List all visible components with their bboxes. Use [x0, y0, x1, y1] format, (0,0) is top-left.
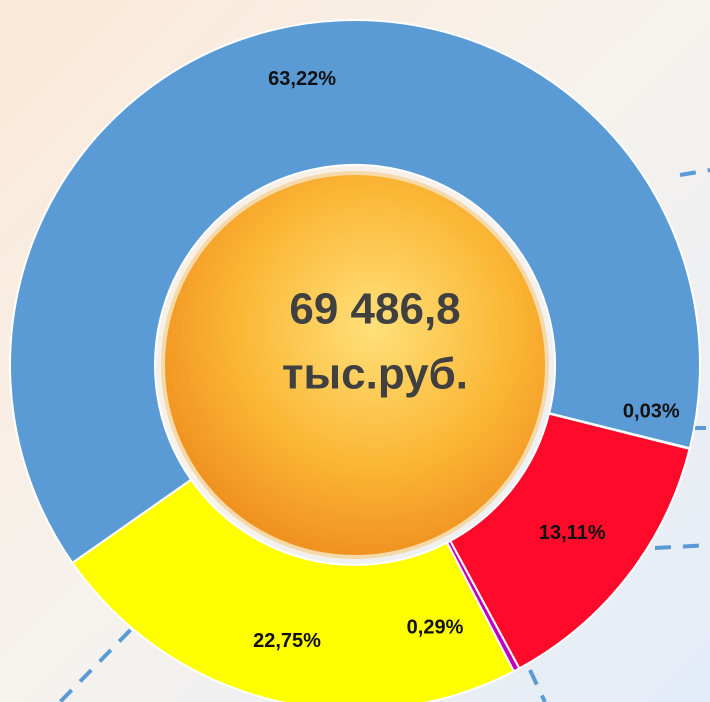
- data-label: 63,22%: [268, 68, 336, 90]
- chart: 69 486,8 тыс.руб. 63,22% 0,03% 13,11% 0,29%…: [0, 0, 710, 702]
- data-label: 22,75%: [253, 630, 321, 652]
- center-unit: тыс.руб.: [282, 350, 468, 399]
- page: 69 486,8 тыс.руб. 63,22% 0,03% 13,11% 0,29%…: [0, 0, 710, 702]
- center-value: 69 486,8: [289, 285, 460, 334]
- data-label: 0,29%: [407, 616, 464, 638]
- data-label: 13,11%: [539, 522, 606, 544]
- data-label: 0,03%: [623, 400, 680, 422]
